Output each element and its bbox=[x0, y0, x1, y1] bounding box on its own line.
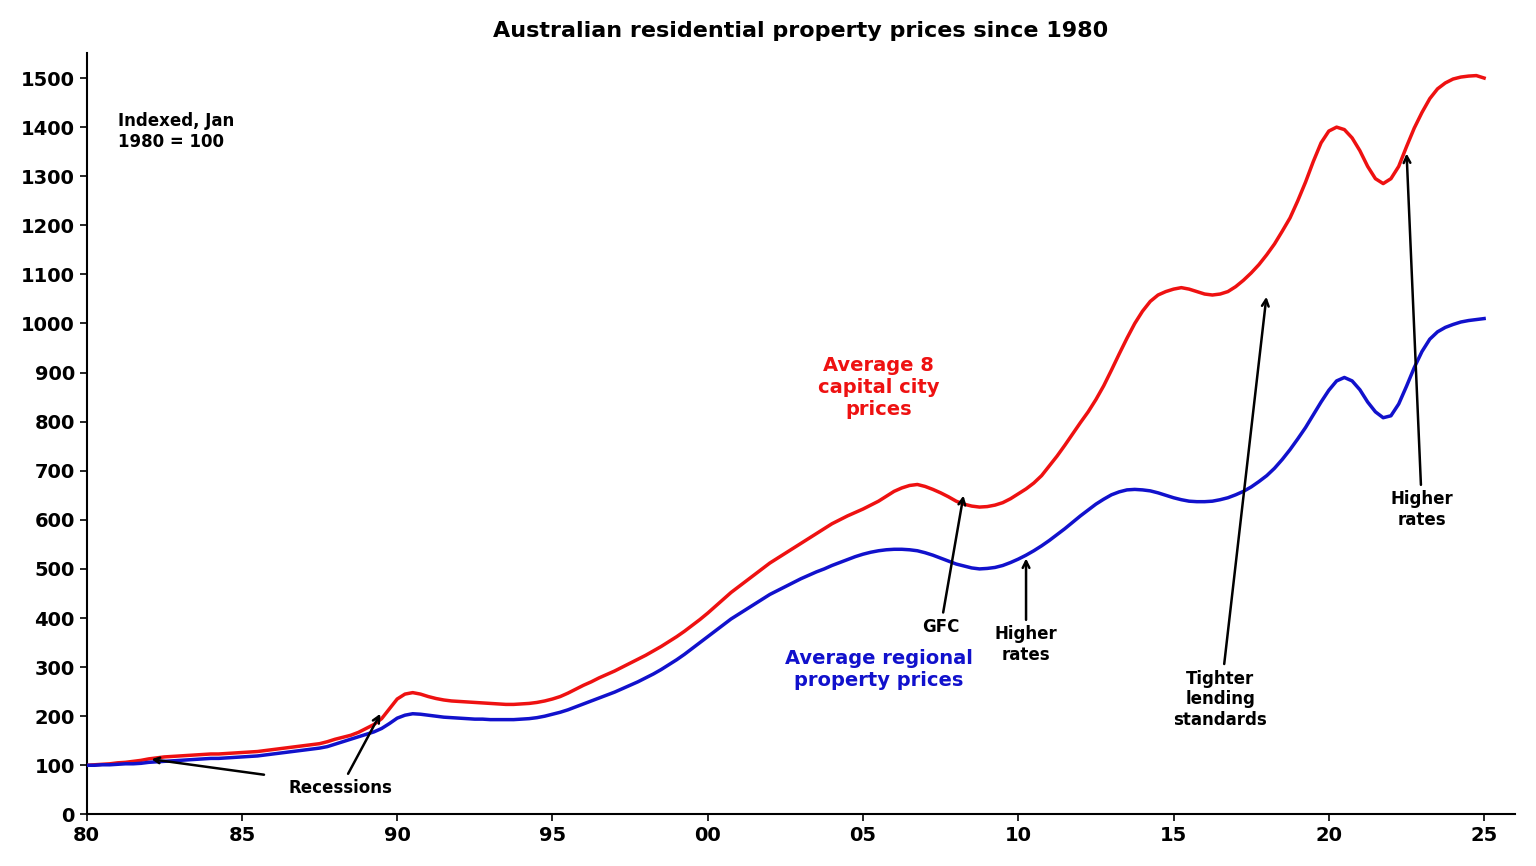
Text: Indexed, Jan
1980 = 100: Indexed, Jan 1980 = 100 bbox=[118, 113, 233, 152]
Text: Recessions: Recessions bbox=[289, 716, 392, 797]
Text: Higher
rates: Higher rates bbox=[995, 561, 1057, 664]
Text: Average 8
capital city
prices: Average 8 capital city prices bbox=[817, 356, 940, 419]
Text: Higher
rates: Higher rates bbox=[1390, 156, 1453, 529]
Text: Tighter
lending
standards: Tighter lending standards bbox=[1174, 300, 1269, 729]
Title: Australian residential property prices since 1980: Australian residential property prices s… bbox=[493, 21, 1109, 41]
Text: Average regional
property prices: Average regional property prices bbox=[785, 649, 972, 690]
Text: GFC: GFC bbox=[922, 498, 965, 636]
